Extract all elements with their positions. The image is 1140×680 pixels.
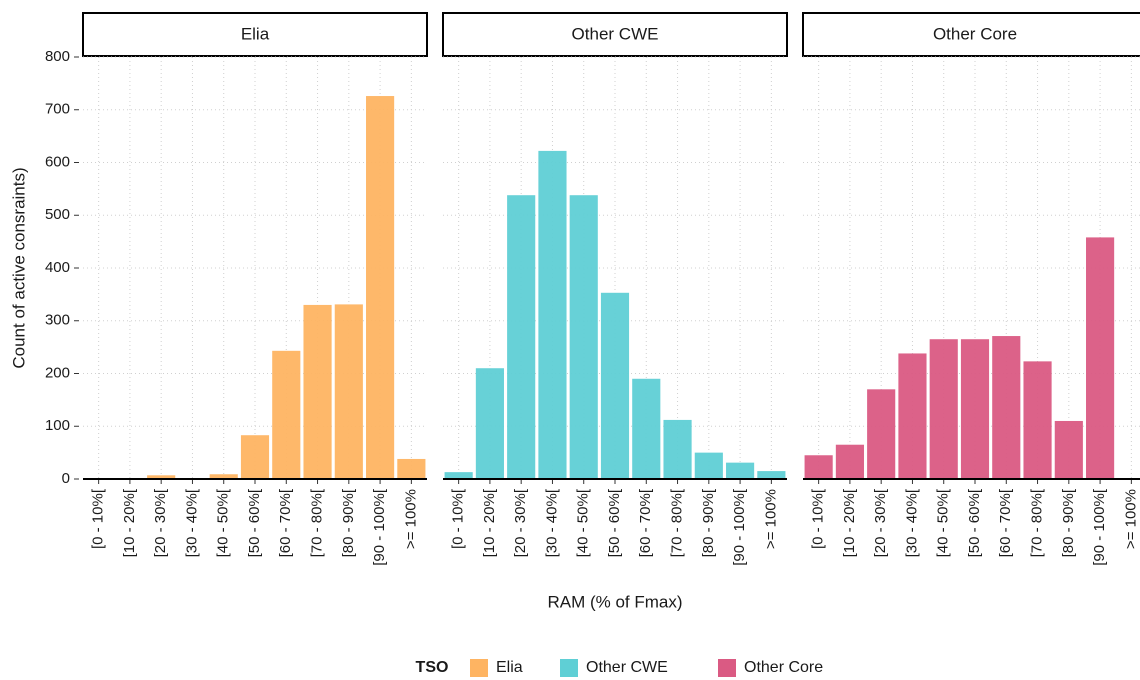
bar: [835, 444, 864, 479]
x-tick-label: [80 - 90%[: [700, 488, 717, 557]
bar: [569, 195, 598, 479]
x-tick-label: [40 - 50%[: [215, 488, 232, 557]
bar: [303, 304, 332, 479]
facet-title: Other CWE: [572, 24, 659, 43]
x-tick-label: >= 100%: [762, 489, 779, 549]
legend-label: Other Core: [744, 659, 823, 676]
bar: [632, 378, 661, 479]
bar: [898, 353, 927, 479]
bar: [992, 336, 1021, 479]
x-tick-label: [10 - 20%[: [481, 488, 498, 557]
x-tick-label: >= 100%: [402, 489, 419, 549]
x-tick-label: [70 - 80%[: [309, 488, 326, 557]
x-tick-label: [50 - 60%[: [606, 488, 623, 557]
legend-title: TSO: [416, 659, 449, 676]
y-tick-label: 800: [45, 48, 70, 65]
y-tick-label: 600: [45, 153, 70, 170]
x-tick-label: [90 - 100%[: [1091, 488, 1108, 566]
bar: [960, 339, 990, 479]
x-tick-label: [70 - 80%[: [1029, 488, 1046, 557]
x-tick-label: [70 - 80%[: [669, 488, 686, 557]
x-tick-label: [10 - 20%[: [841, 488, 858, 557]
bar: [240, 435, 270, 479]
legend-swatch: [718, 659, 736, 677]
x-tick-label: [0 - 10%[: [810, 488, 827, 549]
bar: [726, 462, 755, 479]
bar: [538, 150, 567, 479]
y-tick-label: 500: [45, 206, 70, 223]
y-tick-label: 300: [45, 312, 70, 329]
bar: [366, 96, 395, 479]
y-tick-label: 0: [62, 470, 70, 487]
y-tick-label: 400: [45, 259, 70, 276]
bar: [272, 350, 301, 479]
x-tick-label: [0 - 10%[: [450, 488, 467, 549]
x-tick-label: [30 - 40%[: [903, 488, 920, 557]
bar: [1023, 361, 1052, 479]
facet-title: Elia: [241, 24, 270, 43]
bar: [1054, 420, 1083, 479]
y-axis-label: Count of active consraints): [9, 167, 28, 368]
x-tick-label: [10 - 20%[: [121, 488, 138, 557]
x-tick-label: >= 100%: [1122, 489, 1139, 549]
legend-label: Elia: [496, 659, 523, 676]
x-tick-label: [50 - 60%[: [966, 488, 983, 557]
bar: [757, 471, 786, 479]
y-tick-label: 200: [45, 364, 70, 381]
bar: [147, 475, 176, 479]
x-tick-label: [80 - 90%[: [1060, 488, 1077, 557]
facet-strip: [82, 12, 428, 57]
x-tick-label: [90 - 100%[: [371, 488, 388, 566]
x-axis-label: RAM (% of Fmax): [547, 592, 682, 611]
x-tick-label: [40 - 50%[: [575, 488, 592, 557]
x-tick-label: [50 - 60%[: [246, 488, 263, 557]
bar: [929, 339, 958, 479]
facet-title: Other Core: [933, 24, 1017, 43]
bar: [397, 458, 426, 479]
bar: [663, 419, 692, 479]
bar: [334, 304, 363, 479]
bar: [694, 452, 723, 479]
x-tick-label: [80 - 90%[: [340, 488, 357, 557]
bar: [804, 455, 833, 479]
x-tick-label: [60 - 70%[: [997, 488, 1014, 557]
legend-label: Other CWE: [586, 659, 668, 676]
x-tick-label: [90 - 100%[: [731, 488, 748, 566]
bar: [475, 368, 504, 479]
x-tick-label: [0 - 10%[: [90, 488, 107, 549]
facet-strip: [442, 12, 788, 57]
bar: [867, 389, 896, 479]
bar: [507, 195, 536, 479]
bar: [1086, 237, 1115, 479]
x-tick-label: [30 - 40%[: [543, 488, 560, 557]
bar: [444, 472, 473, 479]
legend-swatch: [470, 659, 488, 677]
x-tick-label: [30 - 40%[: [183, 488, 200, 557]
y-tick-label: 700: [45, 101, 70, 118]
legend-swatch: [560, 659, 578, 677]
x-tick-label: [20 - 30%[: [872, 488, 889, 557]
y-tick-label: 100: [45, 417, 70, 434]
bar: [209, 474, 238, 479]
x-tick-label: [20 - 30%[: [152, 488, 169, 557]
x-tick-label: [20 - 30%[: [512, 488, 529, 557]
bar: [600, 292, 630, 479]
x-tick-label: [60 - 70%[: [637, 488, 654, 557]
x-tick-label: [60 - 70%[: [277, 488, 294, 557]
facet-strip: [802, 12, 1140, 57]
x-tick-label: [40 - 50%[: [935, 488, 952, 557]
